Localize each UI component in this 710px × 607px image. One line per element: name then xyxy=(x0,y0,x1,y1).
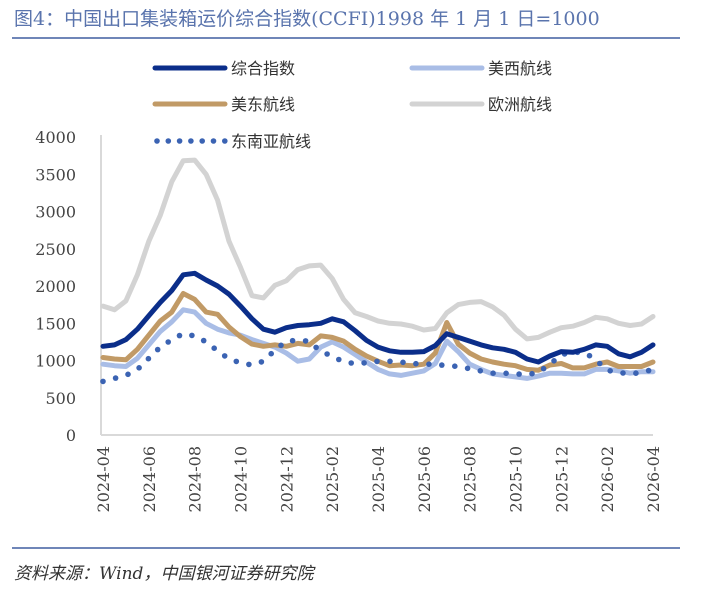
legend-label: 综合指数 xyxy=(231,59,295,78)
data-point xyxy=(586,352,593,359)
data-point xyxy=(154,346,161,353)
legend-label: 东南亚航线 xyxy=(231,132,311,151)
data-point xyxy=(165,339,171,345)
data-point xyxy=(112,375,119,381)
source-divider xyxy=(12,547,680,549)
legend-swatch-dot xyxy=(222,138,228,144)
data-point xyxy=(426,361,432,368)
y-tick-label: 3500 xyxy=(35,165,76,184)
y-tick-label: 1000 xyxy=(35,352,76,371)
data-point xyxy=(529,370,535,377)
data-point xyxy=(348,360,355,366)
data-point xyxy=(313,344,319,351)
x-tick-label: 2026-04 xyxy=(644,446,663,512)
legend-swatch-dot xyxy=(176,138,183,144)
x-tick-label: 2024-08 xyxy=(186,446,205,512)
data-point xyxy=(361,360,367,366)
y-axis-ticks: 0 500 1000 1500 2000 2500 3000 3500 4000 xyxy=(35,128,76,445)
data-point xyxy=(400,359,406,366)
series-group xyxy=(100,157,656,385)
data-point xyxy=(633,370,639,377)
data-point xyxy=(233,358,240,365)
data-point xyxy=(413,360,419,367)
y-tick-label: 2000 xyxy=(35,277,76,296)
data-point xyxy=(336,356,342,363)
data-point xyxy=(516,371,522,377)
x-tick-label: 2024-10 xyxy=(232,446,251,512)
legend-label: 美东航线 xyxy=(231,95,295,114)
legend-swatch-dot xyxy=(210,138,217,144)
y-tick-label: 0 xyxy=(66,426,76,445)
data-point xyxy=(620,370,626,376)
x-tick-label: 2026-02 xyxy=(598,446,617,512)
series-europe xyxy=(100,157,656,342)
data-point xyxy=(302,338,309,344)
x-tick-label: 2025-08 xyxy=(461,446,480,512)
data-point xyxy=(189,332,195,339)
series-us-west xyxy=(100,307,656,381)
data-point xyxy=(452,363,458,370)
series-southeast-asia xyxy=(100,332,652,385)
data-point xyxy=(503,370,509,377)
data-point xyxy=(136,365,142,371)
y-tick-label: 4000 xyxy=(35,128,76,147)
data-point xyxy=(258,359,265,365)
legend-us-east: 美东航线 xyxy=(152,95,295,114)
legend-swatch-dot xyxy=(154,138,160,144)
legend-southeast-asia: 东南亚航线 xyxy=(154,132,311,151)
legend-label: 欧洲航线 xyxy=(488,95,552,114)
legend-us-west: 美西航线 xyxy=(409,59,552,78)
data-point xyxy=(176,332,183,339)
data-point xyxy=(200,337,207,344)
data-point xyxy=(324,351,330,357)
data-point xyxy=(597,360,603,367)
data-point xyxy=(387,358,393,365)
x-tick-label: 2025-12 xyxy=(552,446,571,512)
legend-swatch-dot xyxy=(165,138,172,144)
data-point xyxy=(100,378,106,385)
data-point xyxy=(268,350,275,357)
data-point xyxy=(540,365,547,372)
series-composite xyxy=(100,270,656,365)
chart-title: 图4：中国出口集装箱运价综合指数(CCFI)1998 年 1 月 1 日=100… xyxy=(14,8,600,30)
data-point xyxy=(125,371,131,378)
y-tick-label: 3000 xyxy=(35,203,76,222)
title-divider xyxy=(12,37,680,39)
data-point xyxy=(645,367,652,374)
data-point xyxy=(374,358,380,365)
source-note: 资料来源：Wind，中国银河证券研究院 xyxy=(14,564,314,584)
data-point xyxy=(145,355,152,362)
legend-label: 美西航线 xyxy=(488,59,552,78)
y-tick-label: 1500 xyxy=(35,314,76,333)
data-point xyxy=(246,361,252,368)
legend-europe: 欧洲航线 xyxy=(409,95,552,114)
data-point xyxy=(278,342,284,349)
data-point xyxy=(211,345,217,352)
data-point xyxy=(477,368,484,374)
legend-swatch-dot xyxy=(199,138,205,144)
data-point xyxy=(551,358,557,364)
data-point xyxy=(464,365,471,372)
legend-composite: 综合指数 xyxy=(152,59,295,78)
data-point xyxy=(607,368,613,374)
axes xyxy=(100,135,653,436)
x-tick-label: 2024-04 xyxy=(94,446,113,512)
x-tick-label: 2025-04 xyxy=(369,446,388,512)
x-tick-label: 2025-06 xyxy=(415,446,434,512)
legend-swatch-dot xyxy=(188,138,194,144)
x-axis-ticks: 2024-04 2024-06 2024-08 2024-10 2024-12 2025-… xyxy=(94,446,663,512)
x-tick-label: 2024-06 xyxy=(140,446,159,512)
data-point xyxy=(289,337,296,344)
y-tick-label: 2500 xyxy=(35,240,76,259)
series-us-east xyxy=(100,291,656,373)
x-tick-label: 2025-10 xyxy=(507,446,526,512)
y-tick-label: 500 xyxy=(45,389,76,408)
data-point xyxy=(490,370,496,377)
data-point xyxy=(221,353,228,359)
x-tick-label: 2024-12 xyxy=(277,446,296,512)
x-tick-label: 2025-02 xyxy=(323,446,342,512)
data-point xyxy=(439,362,445,368)
